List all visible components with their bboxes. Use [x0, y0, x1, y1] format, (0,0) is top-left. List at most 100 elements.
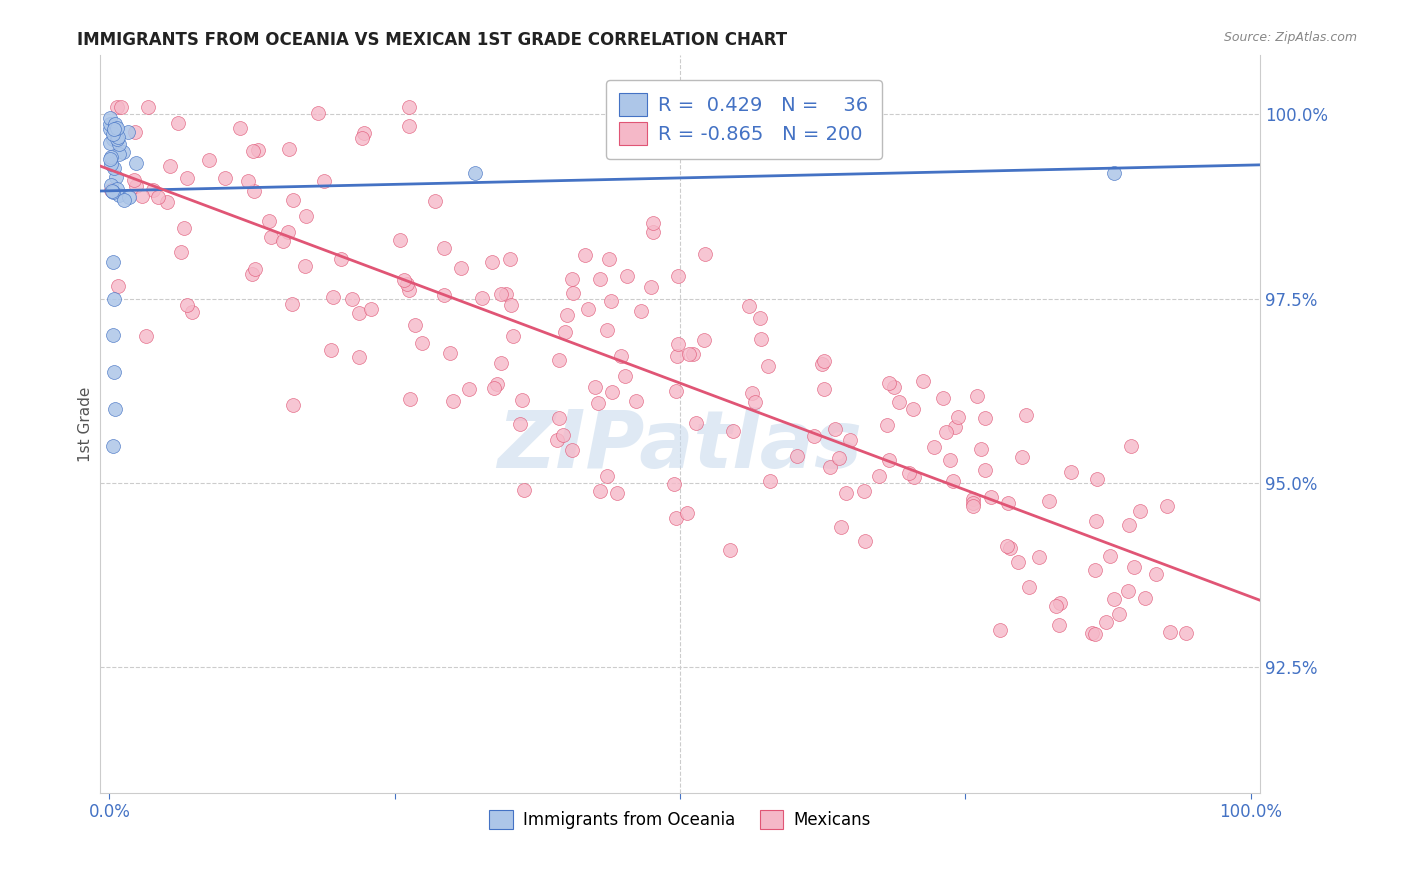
Point: [1015, 408, 1038, 422]
Point: [350, 131, 373, 145]
Point: [167, 116, 190, 130]
Point: [398, 284, 420, 298]
Point: [103, 161, 125, 175]
Point: [105, 121, 128, 136]
Point: [103, 122, 125, 136]
Point: [495, 287, 517, 301]
Point: [641, 225, 664, 239]
Point: [353, 126, 375, 140]
Point: [481, 255, 503, 269]
Point: [101, 132, 124, 146]
Point: [441, 393, 464, 408]
Point: [277, 225, 299, 239]
Point: [499, 252, 522, 266]
Point: [101, 439, 124, 453]
Point: [246, 143, 269, 157]
Point: [811, 357, 834, 371]
Point: [499, 298, 522, 312]
Point: [974, 463, 997, 477]
Point: [903, 469, 925, 483]
Point: [640, 280, 662, 294]
Point: [329, 252, 352, 267]
Point: [312, 174, 335, 188]
Point: [749, 332, 772, 346]
Point: [901, 401, 924, 416]
Point: [643, 217, 665, 231]
Point: [101, 328, 124, 343]
Point: [562, 286, 585, 301]
Point: [125, 178, 148, 193]
Point: [257, 214, 280, 228]
Point: [820, 460, 842, 475]
Point: [176, 170, 198, 185]
Text: ZIPatlas: ZIPatlas: [498, 407, 862, 485]
Point: [100, 183, 122, 197]
Point: [988, 623, 1011, 637]
Point: [938, 452, 960, 467]
Point: [103, 185, 125, 199]
Point: [685, 416, 707, 430]
Point: [103, 365, 125, 379]
Point: [868, 469, 890, 483]
Point: [595, 323, 617, 337]
Point: [108, 137, 131, 152]
Point: [1102, 166, 1125, 180]
Point: [943, 419, 966, 434]
Point: [395, 277, 418, 291]
Point: [574, 248, 596, 262]
Point: [883, 380, 905, 394]
Point: [112, 193, 135, 207]
Point: [105, 132, 128, 146]
Point: [997, 496, 1019, 510]
Point: [1028, 550, 1050, 565]
Point: [554, 325, 576, 339]
Point: [509, 417, 531, 431]
Point: [482, 381, 505, 395]
Point: [576, 301, 599, 316]
Point: [1060, 465, 1083, 479]
Point: [392, 273, 415, 287]
Point: [1102, 591, 1125, 606]
Point: [813, 354, 835, 368]
Point: [588, 272, 610, 286]
Point: [117, 125, 139, 139]
Point: [1094, 615, 1116, 629]
Point: [491, 286, 513, 301]
Point: [759, 474, 782, 488]
Point: [1116, 583, 1139, 598]
Point: [321, 343, 343, 357]
Point: [242, 185, 264, 199]
Point: [295, 209, 318, 223]
Point: [214, 171, 236, 186]
Point: [546, 433, 568, 447]
Point: [962, 492, 984, 507]
Point: [281, 297, 304, 311]
Point: [1084, 627, 1107, 641]
Y-axis label: 1st Grade: 1st Grade: [79, 386, 93, 461]
Point: [664, 476, 686, 491]
Point: [277, 142, 299, 156]
Point: [827, 451, 849, 466]
Point: [813, 382, 835, 396]
Point: [173, 221, 195, 235]
Point: [962, 496, 984, 510]
Point: [1081, 626, 1104, 640]
Point: [610, 349, 633, 363]
Point: [561, 442, 583, 457]
Point: [404, 318, 426, 332]
Point: [198, 153, 221, 167]
Point: [693, 333, 716, 347]
Point: [1156, 499, 1178, 513]
Point: [551, 428, 574, 442]
Point: [512, 392, 534, 407]
Point: [557, 308, 579, 322]
Point: [786, 450, 808, 464]
Point: [935, 425, 957, 440]
Point: [100, 157, 122, 171]
Point: [117, 189, 139, 203]
Point: [124, 173, 146, 187]
Point: [596, 469, 619, 483]
Point: [294, 259, 316, 273]
Point: [485, 377, 508, 392]
Point: [100, 136, 122, 150]
